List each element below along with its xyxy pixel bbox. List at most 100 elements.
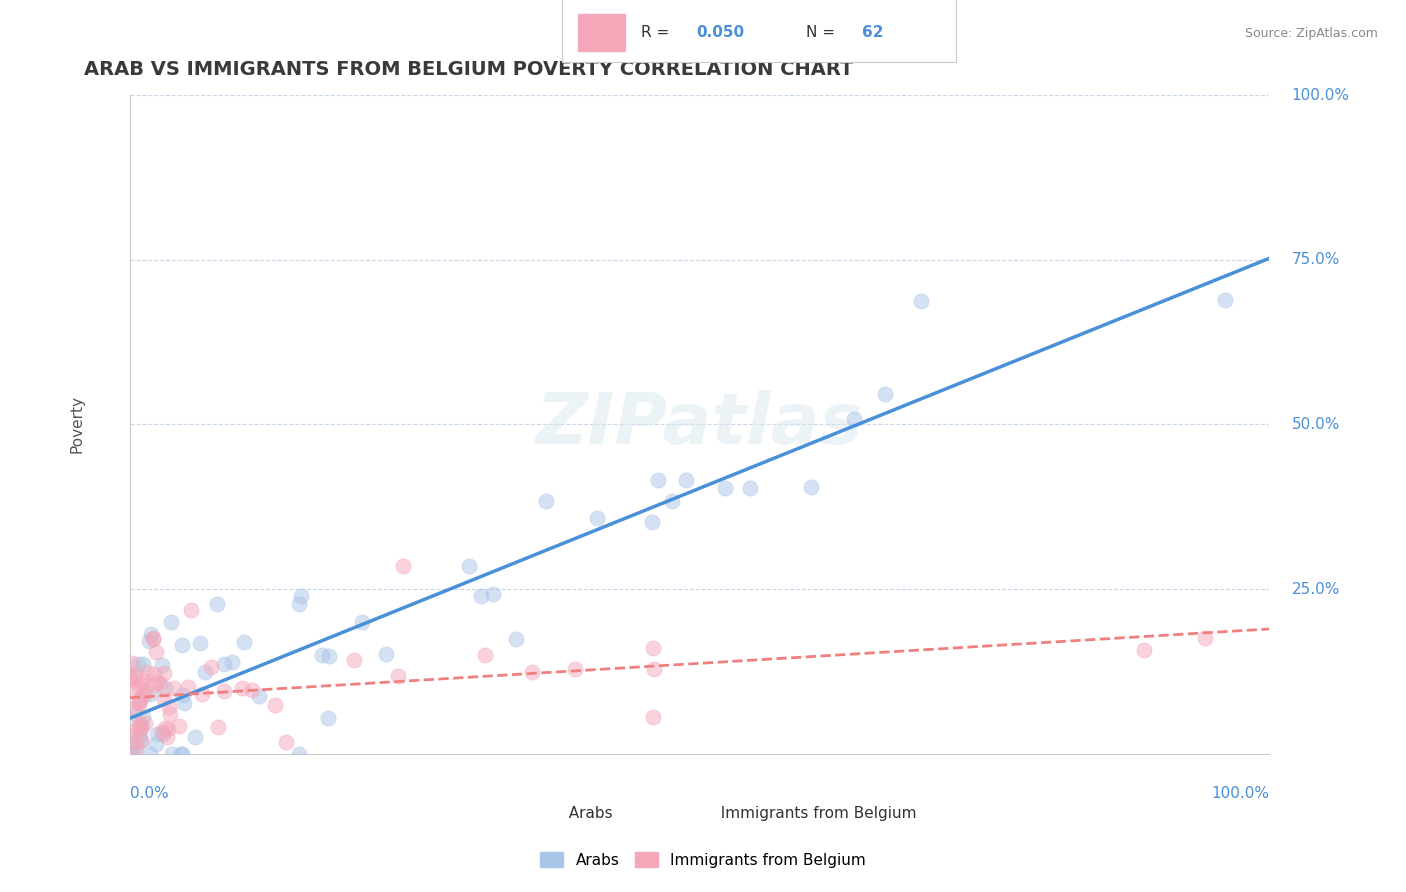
Point <box>276 735 298 749</box>
Text: Arabs: Arabs <box>558 806 613 822</box>
Text: N =: N = <box>807 25 841 40</box>
Point <box>374 647 396 661</box>
Point <box>150 725 173 739</box>
Point <box>172 638 194 652</box>
Point <box>170 747 193 761</box>
Point <box>288 597 311 611</box>
Point <box>131 710 153 724</box>
Point <box>505 632 527 646</box>
Text: 0.0%: 0.0% <box>129 787 169 801</box>
Point <box>127 657 149 672</box>
Point <box>458 559 481 574</box>
Point <box>641 641 664 656</box>
Point <box>120 672 142 686</box>
Point <box>124 666 146 681</box>
Point <box>128 692 150 706</box>
Point <box>1194 632 1216 646</box>
Point <box>675 473 697 487</box>
Point <box>143 677 166 691</box>
Point <box>714 481 737 495</box>
Point <box>800 480 823 494</box>
Point <box>641 709 664 723</box>
Text: Immigrants from Belgium: Immigrants from Belgium <box>710 806 917 822</box>
Text: 75.0%: 75.0% <box>1292 252 1340 268</box>
Text: 100.0%: 100.0% <box>1211 787 1270 801</box>
Point <box>1213 293 1236 307</box>
Point <box>240 682 263 697</box>
Point <box>150 657 173 672</box>
Point <box>221 655 243 669</box>
Point <box>163 681 186 696</box>
Point <box>160 747 183 761</box>
Point <box>129 732 152 747</box>
Point <box>167 719 190 733</box>
Point <box>132 688 155 702</box>
Text: ARAB VS IMMIGRANTS FROM BELGIUM POVERTY CORRELATION CHART: ARAB VS IMMIGRANTS FROM BELGIUM POVERTY … <box>84 60 853 78</box>
Point <box>350 615 373 629</box>
Point <box>139 747 162 761</box>
Point <box>129 721 152 735</box>
Point <box>640 515 662 529</box>
Point <box>129 691 152 706</box>
Point <box>177 681 200 695</box>
Point <box>392 559 415 574</box>
Text: Poverty: Poverty <box>69 395 84 453</box>
Point <box>142 632 165 646</box>
Point <box>170 747 193 761</box>
Point <box>482 587 505 601</box>
Point <box>128 680 150 694</box>
Point <box>207 597 229 611</box>
Point <box>122 707 145 722</box>
Point <box>125 739 148 753</box>
Text: 62: 62 <box>862 25 883 40</box>
Point <box>155 721 177 735</box>
Point <box>153 681 176 695</box>
Point <box>121 656 143 670</box>
Point <box>231 681 253 695</box>
Text: Source: ZipAtlas.com: Source: ZipAtlas.com <box>1244 27 1378 40</box>
Point <box>128 718 150 732</box>
Point <box>145 737 167 751</box>
Point <box>157 700 180 714</box>
Point <box>120 747 142 761</box>
Point <box>132 657 155 671</box>
Point <box>145 727 167 741</box>
Point <box>142 631 165 645</box>
Text: 0.050: 0.050 <box>696 25 744 40</box>
Point <box>159 707 181 722</box>
Point <box>212 684 235 698</box>
Point <box>172 688 194 702</box>
Point <box>318 649 340 664</box>
Point <box>873 387 896 401</box>
Point <box>128 717 150 731</box>
Point <box>522 665 544 680</box>
Point <box>643 662 665 676</box>
Text: 50.0%: 50.0% <box>1292 417 1340 432</box>
Point <box>124 735 146 749</box>
Point <box>149 677 172 691</box>
Point <box>128 696 150 710</box>
Text: 25.0%: 25.0% <box>1292 582 1340 597</box>
Point <box>180 602 202 616</box>
Point <box>249 689 271 703</box>
Point <box>343 653 366 667</box>
Text: 100.0%: 100.0% <box>1292 88 1350 103</box>
Point <box>173 696 195 710</box>
Point <box>387 669 409 683</box>
Point <box>188 636 211 650</box>
Point <box>316 710 339 724</box>
Point <box>207 720 229 734</box>
Point <box>142 667 165 681</box>
Point <box>470 589 492 603</box>
Point <box>200 660 222 674</box>
Point <box>474 648 496 662</box>
Point <box>132 673 155 687</box>
Point <box>1132 643 1154 657</box>
Point <box>647 473 669 487</box>
Point <box>288 747 311 761</box>
Point <box>233 635 256 649</box>
Point <box>120 729 142 743</box>
Point <box>125 743 148 757</box>
Point <box>160 615 183 629</box>
Point <box>131 678 153 692</box>
